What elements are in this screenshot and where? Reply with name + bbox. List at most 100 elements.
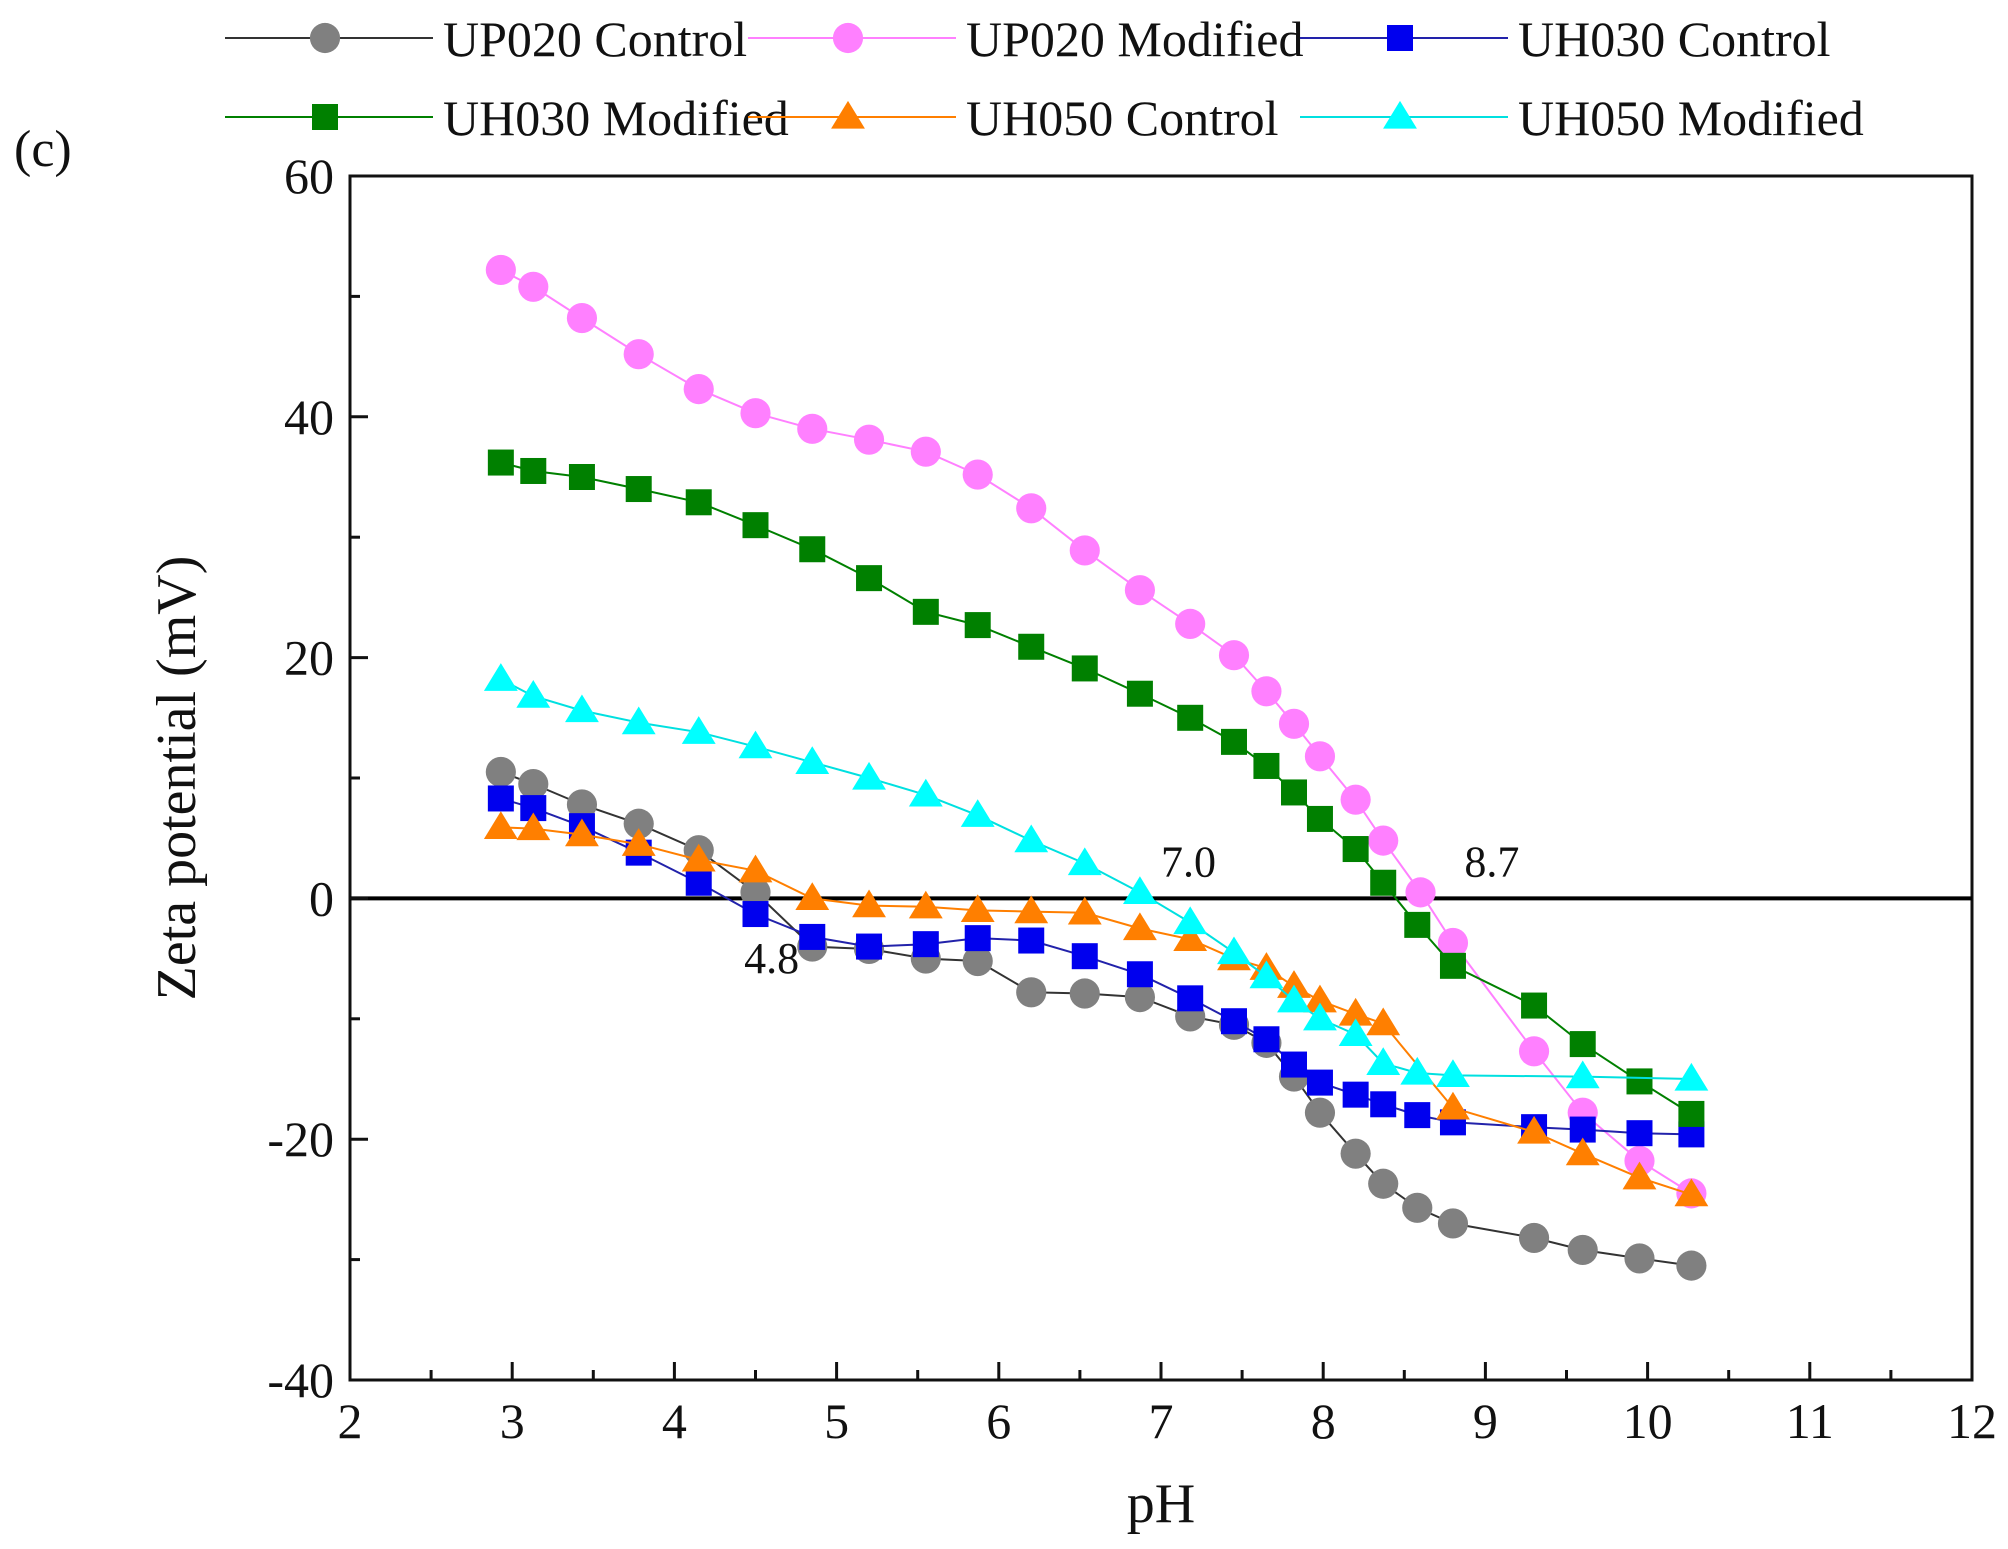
legend: UP020 Control UP020 Modified UH030 Control…: [225, 11, 1864, 146]
data-point-uh050-modified: [1122, 876, 1157, 904]
data-point-up020-modified: [1437, 927, 1469, 959]
data-point-uh030-modified: [964, 612, 991, 639]
data-point-up020-control: [1676, 1250, 1707, 1281]
legend-item-uh030-control: UH030 Control: [1300, 11, 1831, 67]
data-point-uh050-modified: [852, 761, 886, 790]
data-point-up020-control: [1124, 982, 1155, 1013]
data-point-uh030-control: [1220, 1008, 1247, 1035]
y-tick-label: -20: [267, 1111, 334, 1167]
legend-label: UH050 Control: [966, 90, 1279, 146]
data-point-uh050-control: [565, 818, 599, 847]
data-point-uh030-control: [1253, 1026, 1280, 1053]
data-point-uh050-modified: [1277, 984, 1311, 1013]
data-point-uh050-modified: [1217, 936, 1251, 965]
data-point-uh050-modified: [681, 716, 716, 744]
legend-item-uh050-modified: UH050 Modified: [1300, 90, 1864, 146]
data-point-uh030-modified: [1678, 1100, 1705, 1127]
legend-marker: [1383, 100, 1417, 129]
data-point-uh030-modified: [799, 536, 826, 563]
data-point-uh030-modified: [625, 476, 652, 503]
data-point-up020-modified: [1218, 640, 1250, 671]
legend-marker: [832, 22, 864, 54]
data-point-up020-modified: [1624, 1145, 1655, 1176]
annotation-label: 4.8: [744, 934, 799, 983]
legend-label: UH050 Modified: [1518, 90, 1864, 146]
data-point-uh030-modified: [685, 489, 712, 516]
data-point-up020-modified: [518, 271, 549, 302]
data-point-uh030-modified: [568, 464, 595, 490]
data-point-uh050-modified: [795, 746, 830, 774]
data-point-uh050-control: [1173, 923, 1208, 951]
data-point-up020-control: [962, 945, 993, 977]
data-point-uh030-control: [1018, 927, 1045, 954]
data-point-uh030-control: [799, 923, 826, 950]
data-point-up020-control: [740, 877, 771, 908]
data-point-up020-modified: [1069, 535, 1100, 566]
y-tick-label: 40: [284, 389, 334, 445]
data-point-up020-control: [1624, 1243, 1655, 1274]
legend-marker: [1387, 25, 1413, 51]
data-point-uh030-control: [1342, 1081, 1369, 1108]
data-point-uh050-control: [1565, 1137, 1600, 1166]
data-point-uh050-control: [1067, 896, 1102, 925]
data-point-uh030-control: [912, 931, 939, 958]
series-uh050-modified: [483, 663, 1709, 1091]
y-axis-ticks: -40 -20 0 20 40 60: [267, 148, 368, 1408]
data-point-uh030-modified: [1253, 752, 1280, 779]
data-point-uh030-modified: [520, 457, 547, 484]
x-tick-label: 6: [986, 1393, 1011, 1449]
data-point-uh030-control: [1626, 1120, 1653, 1147]
data-point-uh050-control: [621, 828, 656, 856]
data-point-up020-modified: [1518, 1036, 1550, 1067]
data-point-uh050-control: [1122, 912, 1157, 941]
data-point-uh030-modified: [1342, 836, 1369, 863]
data-point-up020-control: [566, 789, 598, 820]
data-point-uh030-modified: [1370, 869, 1397, 896]
data-point-uh030-modified: [1404, 911, 1431, 938]
data-point-up020-control: [1340, 1138, 1371, 1169]
data-point-uh030-control: [487, 785, 514, 812]
data-point-uh050-modified: [483, 663, 518, 691]
annotation-layer: 4.8 7.0 8.7: [744, 838, 1519, 983]
annotation-label: 8.7: [1464, 838, 1519, 887]
data-point-uh050-modified: [738, 730, 773, 759]
data-point-up020-modified: [853, 424, 885, 455]
legend-label: UH030 Control: [1518, 11, 1831, 67]
legend-item-up020-modified: UP020 Modified: [748, 11, 1304, 67]
data-point-up020-modified: [1304, 741, 1336, 772]
data-point-uh030-modified: [1521, 992, 1548, 1019]
data-point-uh050-modified: [1366, 1047, 1401, 1075]
data-point-up020-control: [485, 756, 516, 788]
data-point-uh050-modified: [565, 694, 599, 723]
legend-marker: [831, 100, 865, 129]
data-point-uh050-control: [960, 894, 995, 923]
data-point-uh030-modified: [1018, 633, 1045, 660]
data-point-uh030-modified: [1569, 1031, 1596, 1058]
data-point-uh030-control: [1126, 961, 1153, 988]
data-point-uh030-modified: [742, 512, 769, 539]
data-point-uh030-control: [742, 901, 769, 928]
data-point-uh050-modified: [960, 799, 995, 827]
data-point-up020-control: [623, 808, 654, 839]
data-point-up020-modified: [1016, 493, 1047, 524]
data-point-up020-modified: [683, 374, 714, 405]
data-point-uh050-modified: [1173, 906, 1208, 935]
data-point-uh030-modified: [1306, 805, 1333, 832]
legend-marker: [309, 22, 341, 54]
data-point-uh050-control: [852, 889, 886, 918]
data-point-uh030-control: [856, 933, 883, 960]
y-tick-label: 20: [284, 630, 334, 686]
x-tick-label: 9: [1473, 1393, 1498, 1449]
data-point-up020-control: [1567, 1234, 1598, 1266]
x-tick-label: 4: [662, 1393, 687, 1449]
data-point-up020-modified: [566, 302, 598, 334]
legend-label: UP020 Modified: [966, 11, 1304, 67]
data-point-up020-control: [1016, 977, 1047, 1008]
legend-marker: [312, 104, 338, 130]
x-tick-label: 2: [338, 1393, 363, 1449]
data-point-up020-modified: [740, 398, 771, 429]
data-point-uh050-control: [1277, 970, 1311, 998]
data-point-uh030-modified: [487, 449, 514, 476]
data-point-up020-control: [1368, 1168, 1399, 1199]
x-tick-label: 11: [1786, 1393, 1834, 1449]
